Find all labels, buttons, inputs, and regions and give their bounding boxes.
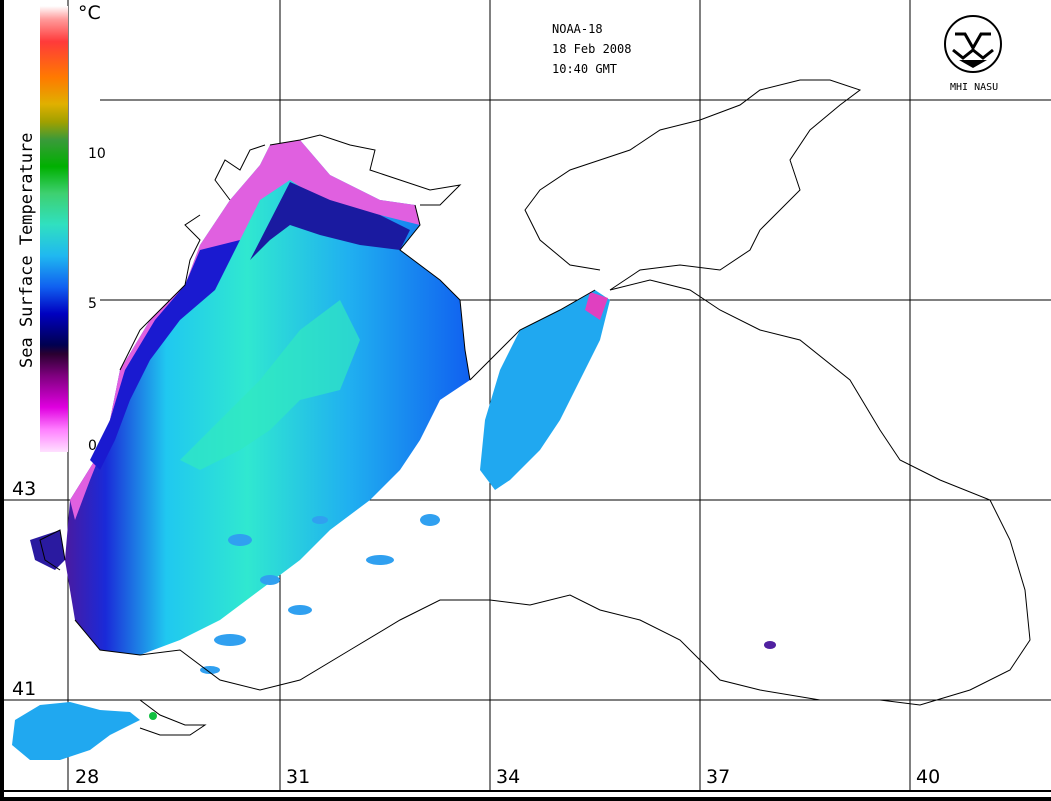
lon-label-28: 28: [75, 766, 100, 788]
unit-label: °C: [78, 2, 101, 24]
legend-tick-0: 0: [88, 438, 97, 454]
sst-field-east: [480, 290, 610, 490]
legend-tick-10: 10: [88, 146, 106, 162]
lon-label-37: 37: [706, 766, 731, 788]
sst-scatter: [200, 514, 776, 674]
coastline: [39, 79, 1031, 736]
time-label: 10:40 GMT: [552, 62, 618, 76]
date-label: 18 Feb 2008: [552, 42, 632, 56]
lon-label-31: 31: [286, 766, 311, 788]
legend-tick-5: 5: [88, 296, 97, 312]
sst-marmara: [12, 702, 157, 760]
sst-field-west: [30, 140, 470, 655]
satellite-label: NOAA-18: [552, 22, 603, 36]
lat-label-43: 43: [12, 478, 37, 500]
lon-label-34: 34: [496, 766, 521, 788]
legend-title: Sea Surface Temperature: [17, 132, 37, 368]
color-scale-bar: [40, 6, 68, 452]
logo-label: MHI NASU: [950, 82, 999, 93]
lon-label-40: 40: [916, 766, 941, 788]
mhi-logo-icon: [944, 15, 1002, 73]
lat-label-41: 41: [12, 678, 37, 700]
